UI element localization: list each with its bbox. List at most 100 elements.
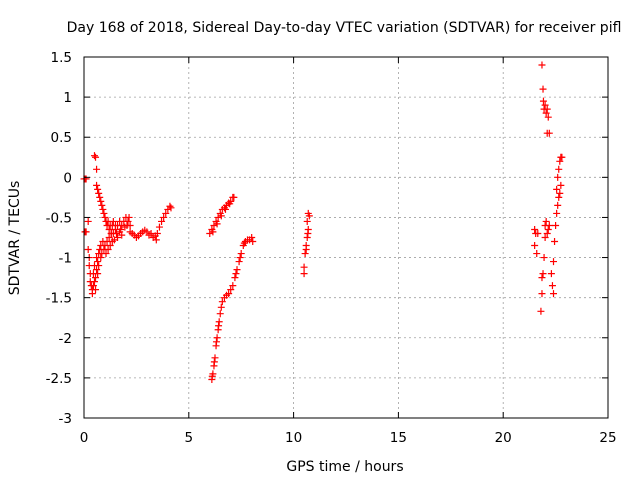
data-point xyxy=(302,246,310,254)
x-tick-label: 0 xyxy=(80,430,89,446)
data-point xyxy=(114,234,122,241)
data-point xyxy=(100,209,108,217)
data-point xyxy=(538,274,546,282)
data-point xyxy=(556,189,564,197)
data-point xyxy=(162,209,170,217)
data-point xyxy=(212,338,220,346)
data-point xyxy=(209,228,217,236)
data-point xyxy=(121,223,129,231)
data-point xyxy=(543,229,551,237)
data-point xyxy=(537,307,545,315)
data-point xyxy=(545,129,553,137)
data-point xyxy=(218,298,226,306)
data-point xyxy=(210,358,218,366)
data-point xyxy=(558,153,566,161)
data-point xyxy=(118,231,126,239)
data-series xyxy=(531,61,566,315)
data-point xyxy=(554,201,562,209)
data-point xyxy=(92,286,100,294)
data-point xyxy=(215,322,223,330)
y-tick-label: 0.5 xyxy=(51,130,72,146)
data-point xyxy=(90,278,98,286)
data-point xyxy=(543,105,551,113)
data-point xyxy=(533,250,541,258)
data-point xyxy=(303,234,311,241)
data-point xyxy=(166,202,174,210)
y-tick-label: -1.5 xyxy=(46,291,72,307)
data-point xyxy=(300,270,308,278)
data-point xyxy=(213,220,221,228)
data-point xyxy=(301,250,309,258)
data-series xyxy=(80,152,175,298)
data-point xyxy=(556,157,564,165)
x-tick-label: 10 xyxy=(285,430,302,446)
data-point xyxy=(531,225,539,233)
grid-lines xyxy=(84,57,608,418)
data-point xyxy=(221,205,229,213)
data-point xyxy=(152,236,160,244)
data-point xyxy=(554,173,562,181)
data-point xyxy=(531,242,539,250)
data-point xyxy=(232,270,240,278)
data-point xyxy=(94,258,102,266)
data-point xyxy=(95,189,103,197)
y-tick-label: -0.5 xyxy=(46,210,72,226)
data-point xyxy=(229,282,237,290)
data-point xyxy=(541,234,549,241)
data-series xyxy=(300,209,313,278)
data-point xyxy=(217,303,225,311)
data-point xyxy=(112,229,120,237)
data-point xyxy=(94,270,102,278)
x-tick-label: 15 xyxy=(390,430,407,446)
data-point xyxy=(216,310,224,318)
data-point xyxy=(93,181,101,189)
axis-ticks xyxy=(83,56,609,419)
data-point xyxy=(233,266,241,274)
data-point xyxy=(539,85,547,93)
data-point xyxy=(544,225,552,233)
data-point xyxy=(125,213,133,221)
data-point xyxy=(93,266,101,274)
data-point xyxy=(248,234,256,241)
data-point xyxy=(105,234,113,241)
data-point xyxy=(211,354,219,362)
data-point xyxy=(539,97,547,105)
data-point xyxy=(542,217,550,225)
x-axis-label: GPS time / hours xyxy=(286,459,403,475)
data-point xyxy=(92,274,100,282)
x-tick-label: 5 xyxy=(185,430,194,446)
data-point xyxy=(230,193,238,201)
data-point xyxy=(304,229,312,237)
data-point xyxy=(109,217,117,225)
data-point xyxy=(227,286,235,294)
data-point xyxy=(226,200,234,208)
data-point xyxy=(225,290,233,298)
data-point xyxy=(98,201,106,209)
data-point xyxy=(548,282,556,290)
y-tick-label: 1.5 xyxy=(51,50,72,66)
data-point xyxy=(106,242,114,250)
data-point xyxy=(153,229,161,237)
data-series xyxy=(208,234,257,383)
data-point xyxy=(111,225,119,233)
data-point xyxy=(213,334,221,342)
y-tick-label: -2 xyxy=(59,331,72,347)
data-point xyxy=(538,290,546,298)
data-point xyxy=(235,258,243,266)
data-point xyxy=(544,113,552,121)
data-point xyxy=(534,229,542,237)
y-axis-label: SDTVAR / TECUs xyxy=(7,181,23,296)
data-point xyxy=(305,212,313,220)
y-tick-label: 1 xyxy=(63,90,72,106)
y-tick-label: -2.5 xyxy=(46,371,72,387)
data-point xyxy=(97,197,105,205)
data-point xyxy=(95,262,103,270)
data-point xyxy=(93,165,101,173)
data-point xyxy=(555,193,563,201)
data-point xyxy=(300,263,308,271)
data-point xyxy=(96,193,104,201)
data-point xyxy=(249,238,257,246)
data-point xyxy=(553,209,561,217)
x-tick-label: 20 xyxy=(495,430,512,446)
